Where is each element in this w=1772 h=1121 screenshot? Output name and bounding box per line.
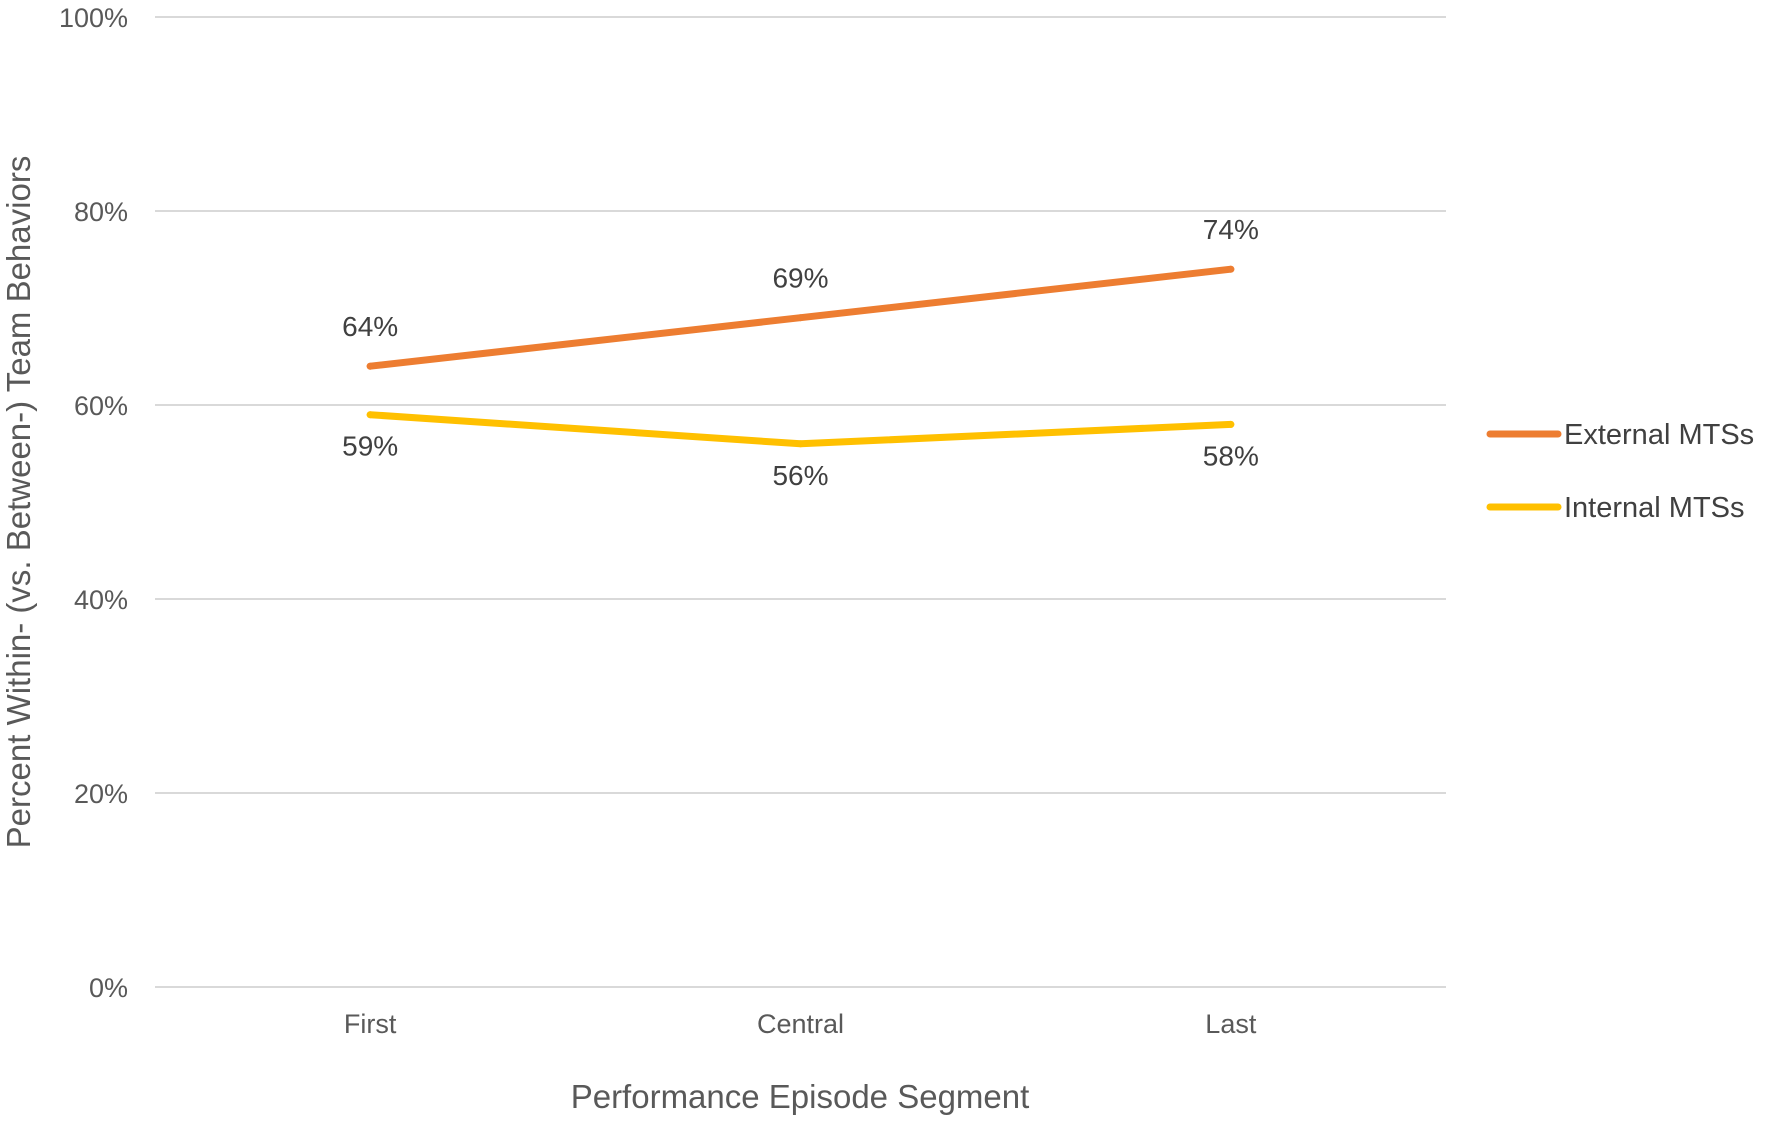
data-label: 56% <box>772 460 828 491</box>
data-point <box>1227 265 1235 273</box>
data-point <box>1227 420 1235 428</box>
y-tick-label: 80% <box>74 197 128 227</box>
series-line-1 <box>366 411 1235 448</box>
y-tick-label: 40% <box>74 585 128 615</box>
x-axis-title: Performance Episode Segment <box>571 1078 1030 1115</box>
y-tick-label: 60% <box>74 391 128 421</box>
data-label: 58% <box>1203 440 1259 471</box>
y-tick-label: 0% <box>89 973 128 1003</box>
x-tick-label: First <box>344 1009 397 1039</box>
data-point <box>797 440 804 448</box>
data-label: 69% <box>772 263 828 294</box>
y-axis-title: Percent Within- (vs. Between-) Team Beha… <box>0 156 37 849</box>
legend-entry-label: External MTSs <box>1564 419 1754 451</box>
gridlines <box>155 16 1446 988</box>
data-point <box>366 362 374 370</box>
legend: External MTSs Internal MTSs <box>1486 419 1754 524</box>
data-label: 74% <box>1203 214 1259 245</box>
series-lines <box>366 265 1235 448</box>
x-axis-ticks: First Central Last <box>344 1009 1257 1039</box>
y-tick-label: 100% <box>59 3 128 33</box>
x-tick-label: Last <box>1205 1009 1257 1039</box>
data-label: 64% <box>342 311 398 342</box>
data-point <box>797 314 804 322</box>
data-point <box>366 411 374 419</box>
data-labels: 64% 69% 74% 59% 56% 58% <box>342 214 1259 491</box>
y-axis-ticks: 0% 20% 40% 60% 80% 100% <box>59 3 128 1003</box>
y-tick-label: 20% <box>74 779 128 809</box>
x-tick-label: Central <box>757 1009 844 1039</box>
data-label: 59% <box>342 431 398 462</box>
legend-entry-label: Internal MTSs <box>1564 492 1745 524</box>
